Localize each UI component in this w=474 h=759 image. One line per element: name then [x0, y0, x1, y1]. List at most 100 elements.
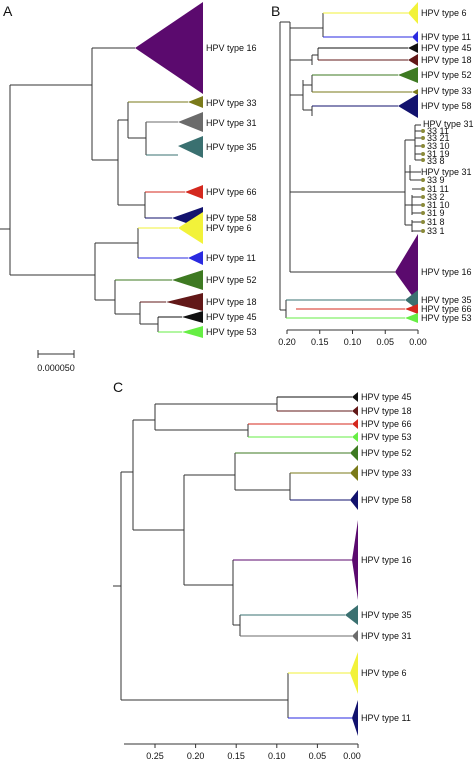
- clade-hpv53-a: [182, 326, 203, 338]
- clade-hpv66-a: [185, 185, 203, 199]
- axis-tick-label: 0.05: [309, 751, 327, 759]
- tip-label: HPV type 31: [206, 118, 257, 128]
- clade-hpv33-b: [412, 89, 418, 95]
- tip-label: 33 11: [427, 126, 449, 136]
- axis-tick-label: 0.20: [278, 337, 296, 347]
- tip-label: HPV type 18: [206, 297, 257, 307]
- tip-label: 31 9: [427, 208, 445, 218]
- tip-label: HPV type 33: [206, 98, 257, 108]
- panel-b-axis: 0.20 0.15 0.10 0.05 0.00: [278, 329, 427, 347]
- clade-hpv11-c: [352, 700, 358, 736]
- clade-hpv11-b: [412, 31, 418, 43]
- panel-a: A: [0, 2, 257, 373]
- axis-tick-label: 0.15: [311, 337, 329, 347]
- panel-b-branches: [279, 13, 421, 318]
- panel-b-tip-dots: [421, 129, 425, 233]
- tip-label: 33 1: [427, 226, 445, 236]
- axis-tick-label: 0.10: [344, 337, 362, 347]
- tip-label: HPV type 35: [361, 610, 412, 620]
- clade-hpv52-a: [172, 270, 203, 290]
- panel-b-colored-branches: [286, 12, 412, 319]
- clade-hpv58-b: [398, 94, 418, 118]
- tip-label: HPV type 45: [421, 43, 472, 53]
- tip-label: HPV type 58: [206, 213, 257, 223]
- clade-hpv35-a: [178, 136, 203, 158]
- tip-label: HPV type 16: [206, 43, 257, 53]
- panel-c-colored-branches: [233, 396, 352, 719]
- tip-label: 33 8: [427, 156, 445, 166]
- panel-b-tip-labels: HPV type 6 HPV type 11 HPV type 45 HPV t…: [421, 8, 474, 323]
- tip-label: HPV type 35: [421, 295, 472, 305]
- tip-label: HPV type 18: [361, 406, 412, 416]
- clade-hpv45-c: [352, 392, 358, 402]
- tip-label: HPV type 33: [421, 86, 472, 96]
- clade-hpv53-c: [352, 432, 358, 442]
- panel-a-scale-bar: 0.000050: [37, 350, 75, 373]
- panel-b-letter: B: [271, 3, 280, 19]
- clade-hpv6-c: [350, 652, 358, 694]
- panel-c-collapsed-clades: [345, 392, 358, 736]
- tip-label: 33 9: [427, 175, 445, 185]
- panel-a-letter: A: [3, 3, 13, 19]
- clade-hpv52-b: [398, 67, 418, 83]
- axis-tick-label: 0.10: [268, 751, 286, 759]
- tip-label: HPV type 58: [421, 101, 472, 111]
- tip-label: 31 11: [427, 184, 449, 194]
- clade-hpv16-a: [135, 2, 203, 94]
- clade-hpv35-c: [345, 605, 358, 625]
- axis-tick-label: 0.05: [376, 337, 394, 347]
- tip-label: HPV type 35: [206, 142, 257, 152]
- tip-label: HPV type 31: [421, 167, 472, 177]
- tip-label: HPV type 6: [421, 8, 467, 18]
- clade-hpv11-a: [188, 251, 203, 265]
- tip-label: HPV type 45: [206, 312, 257, 322]
- clade-hpv35-b: [405, 290, 418, 310]
- tip-label: 31 8: [427, 217, 445, 227]
- tip-label: HPV type 6: [361, 668, 407, 678]
- clade-hpv66-c: [352, 419, 358, 429]
- tip-label: HPV type 52: [206, 275, 257, 285]
- clade-hpv18-a: [166, 293, 203, 311]
- panel-c-letter: C: [113, 379, 123, 395]
- tip-label: 33 10: [427, 141, 450, 151]
- tip-label: HPV type 16: [421, 267, 472, 277]
- tip-label: HPV type 11: [206, 253, 256, 263]
- panel-c-axis: 0.25 0.20 0.15 0.10 0.05 0.00: [124, 743, 361, 759]
- panel-a-collapsed-clades: [135, 2, 203, 338]
- clade-hpv52-c: [350, 445, 358, 461]
- tip-label: 31 19: [427, 149, 450, 159]
- tip-label: HPV type 31: [423, 119, 474, 129]
- tip-label: 33 21: [427, 133, 450, 143]
- clade-hpv31-c: [352, 630, 358, 642]
- axis-tick-label: 0.00: [343, 751, 361, 759]
- tip-label: HPV type 53: [361, 432, 412, 442]
- clade-hpv45-b: [408, 43, 418, 53]
- panel-b-collapsed-clades: [395, 2, 418, 323]
- clade-hpv53-b: [405, 313, 418, 323]
- tip-label: HPV type 66: [361, 419, 412, 429]
- tip-label: HPV type 11: [421, 32, 471, 42]
- axis-tick-label: 0.20: [187, 751, 205, 759]
- scale-bar-label: 0.000050: [37, 363, 75, 373]
- tip-label: HPV type 53: [421, 313, 472, 323]
- clade-hpv33-c: [350, 465, 358, 481]
- tip-label: 33 2: [427, 192, 445, 202]
- tip-label: HPV type 66: [421, 304, 472, 314]
- clade-hpv16-c: [352, 520, 358, 600]
- tip-label: HPV type 52: [421, 70, 472, 80]
- axis-tick-label: 0.15: [227, 751, 245, 759]
- panel-a-branches: [0, 47, 159, 332]
- axis-tick-label: 0.25: [146, 751, 164, 759]
- tip-label: HPV type 6: [206, 223, 252, 233]
- tip-label: HPV type 11: [361, 713, 411, 723]
- panel-b: B: [271, 2, 474, 347]
- tip-label: 31 10: [427, 200, 450, 210]
- tip-label: HPV type 66: [206, 187, 257, 197]
- clade-hpv66-b: [405, 304, 418, 314]
- tip-label: HPV type 18: [421, 55, 472, 65]
- tip-label: HPV type 33: [361, 468, 412, 478]
- tip-label: HPV type 45: [361, 392, 412, 402]
- clade-hpv16-b: [395, 234, 418, 304]
- tip-label: HPV type 31: [361, 631, 412, 641]
